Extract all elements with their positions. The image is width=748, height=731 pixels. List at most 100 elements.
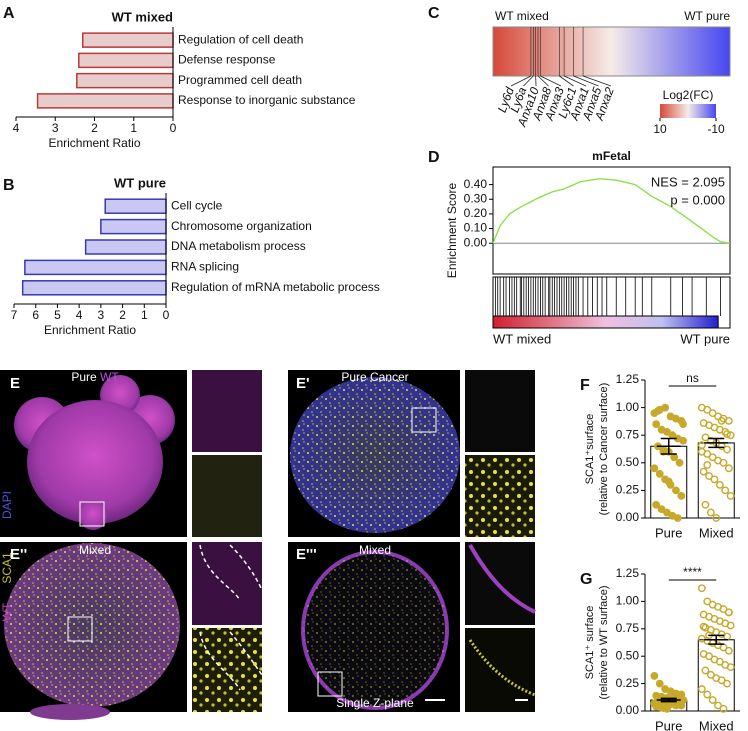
caption: Pure WT xyxy=(71,370,119,384)
caption: Mixed xyxy=(79,543,111,557)
data-point xyxy=(703,461,712,469)
error-bar xyxy=(704,437,729,449)
panel-label: F xyxy=(580,377,590,394)
data-point xyxy=(721,486,730,495)
data-point xyxy=(652,500,661,509)
inset-box xyxy=(79,501,105,527)
data-point xyxy=(655,679,664,688)
data-point xyxy=(703,690,712,699)
data-point xyxy=(723,430,731,438)
x-tick-label: 3 xyxy=(98,308,105,322)
category-label: Defense response xyxy=(178,53,276,67)
data-point xyxy=(708,696,717,704)
data-point xyxy=(721,427,730,436)
x-end-label: WT mixed xyxy=(493,331,551,346)
y-tick-label: 0.00 xyxy=(464,235,488,249)
data-point xyxy=(679,696,688,704)
micrograph-crop xyxy=(465,455,535,537)
panel-label: G xyxy=(580,571,592,588)
micrograph xyxy=(27,400,163,524)
data-point xyxy=(723,679,731,688)
data-point xyxy=(657,505,666,514)
y-tick-label: 0.00 xyxy=(616,510,640,524)
data-point xyxy=(726,663,735,672)
data-point xyxy=(699,622,708,631)
bar xyxy=(36,93,174,109)
data-point xyxy=(708,453,717,462)
gene-leader xyxy=(573,75,599,87)
inset-box xyxy=(317,671,343,697)
panel-label: E'' xyxy=(10,546,27,563)
y-axis-label: Enrichment Score xyxy=(445,182,459,278)
data-point xyxy=(663,508,671,517)
data-point xyxy=(663,427,671,436)
significance: **** xyxy=(683,565,702,579)
caption: Pure xyxy=(71,370,97,384)
gene-leader xyxy=(510,75,532,87)
gene-leader xyxy=(559,75,574,87)
data-point xyxy=(650,672,659,680)
y-tick-label: 1.00 xyxy=(616,400,640,414)
outline xyxy=(199,544,263,601)
data-point xyxy=(701,500,710,509)
category-label: DNA metabolism process xyxy=(171,239,306,253)
y-tick-label: 0.10 xyxy=(464,221,488,235)
data-point xyxy=(717,416,726,425)
plot-frame xyxy=(492,166,731,275)
heatmap-label: WT pure xyxy=(684,9,730,23)
gene-leader xyxy=(537,75,549,87)
micrograph-crop xyxy=(192,542,262,625)
chart-title: mFetal xyxy=(592,149,631,163)
inset-box xyxy=(67,616,93,642)
data-point xyxy=(715,480,724,489)
panel-label: E' xyxy=(296,375,310,392)
x-tick-label: 2 xyxy=(91,121,98,135)
x-tick-label: Mixed xyxy=(699,525,734,540)
y-tick-label: 0.50 xyxy=(616,648,640,662)
data-point xyxy=(710,475,719,484)
category-label: RNA splicing xyxy=(171,260,239,274)
x-tick-label: 0 xyxy=(163,308,170,322)
micrograph-crop xyxy=(192,628,262,712)
y-axis-label: (relative to Cancer surface) xyxy=(598,383,610,516)
category-label: Regulation of cell death xyxy=(178,32,303,46)
error-bar xyxy=(704,634,729,645)
data-point xyxy=(703,450,712,458)
data-point xyxy=(699,467,708,476)
category-label: Response to inorganic substance xyxy=(178,93,356,107)
gene-leader xyxy=(540,75,562,87)
data-point xyxy=(706,508,715,517)
es-curve xyxy=(492,178,731,244)
channel-label: WT xyxy=(0,602,14,621)
y-tick-label: 0.30 xyxy=(464,191,488,205)
error-bar xyxy=(656,437,681,455)
x-axis-label: Enrichment Ratio xyxy=(48,136,140,150)
bar xyxy=(84,239,167,255)
data-point xyxy=(705,472,713,480)
panel-label: B xyxy=(3,177,15,194)
data-point xyxy=(712,514,721,522)
y-tick-label: 1.25 xyxy=(616,566,640,580)
x-axis-label: Enrichment Ratio xyxy=(44,323,136,337)
micrograph xyxy=(30,704,110,720)
data-point xyxy=(697,441,706,450)
channel-label: DAPI xyxy=(0,491,14,519)
x-end-label: WT pure xyxy=(680,331,730,346)
heatmap-label: WT mixed xyxy=(495,9,549,23)
data-point xyxy=(654,407,662,415)
y-tick-label: 0.75 xyxy=(616,427,640,441)
bar xyxy=(78,52,174,69)
data-point xyxy=(697,584,706,593)
data-point xyxy=(705,652,713,661)
y-tick-label: 0.75 xyxy=(616,621,640,635)
inset-box xyxy=(411,407,437,433)
x-tick-label: 4 xyxy=(13,121,20,135)
y-tick-label: 0.40 xyxy=(464,177,488,191)
data-point xyxy=(703,405,712,414)
data-point xyxy=(679,436,688,445)
category-label: Programmed cell death xyxy=(178,73,302,87)
gene-leader xyxy=(523,75,534,87)
panel-label: E''' xyxy=(296,546,317,563)
